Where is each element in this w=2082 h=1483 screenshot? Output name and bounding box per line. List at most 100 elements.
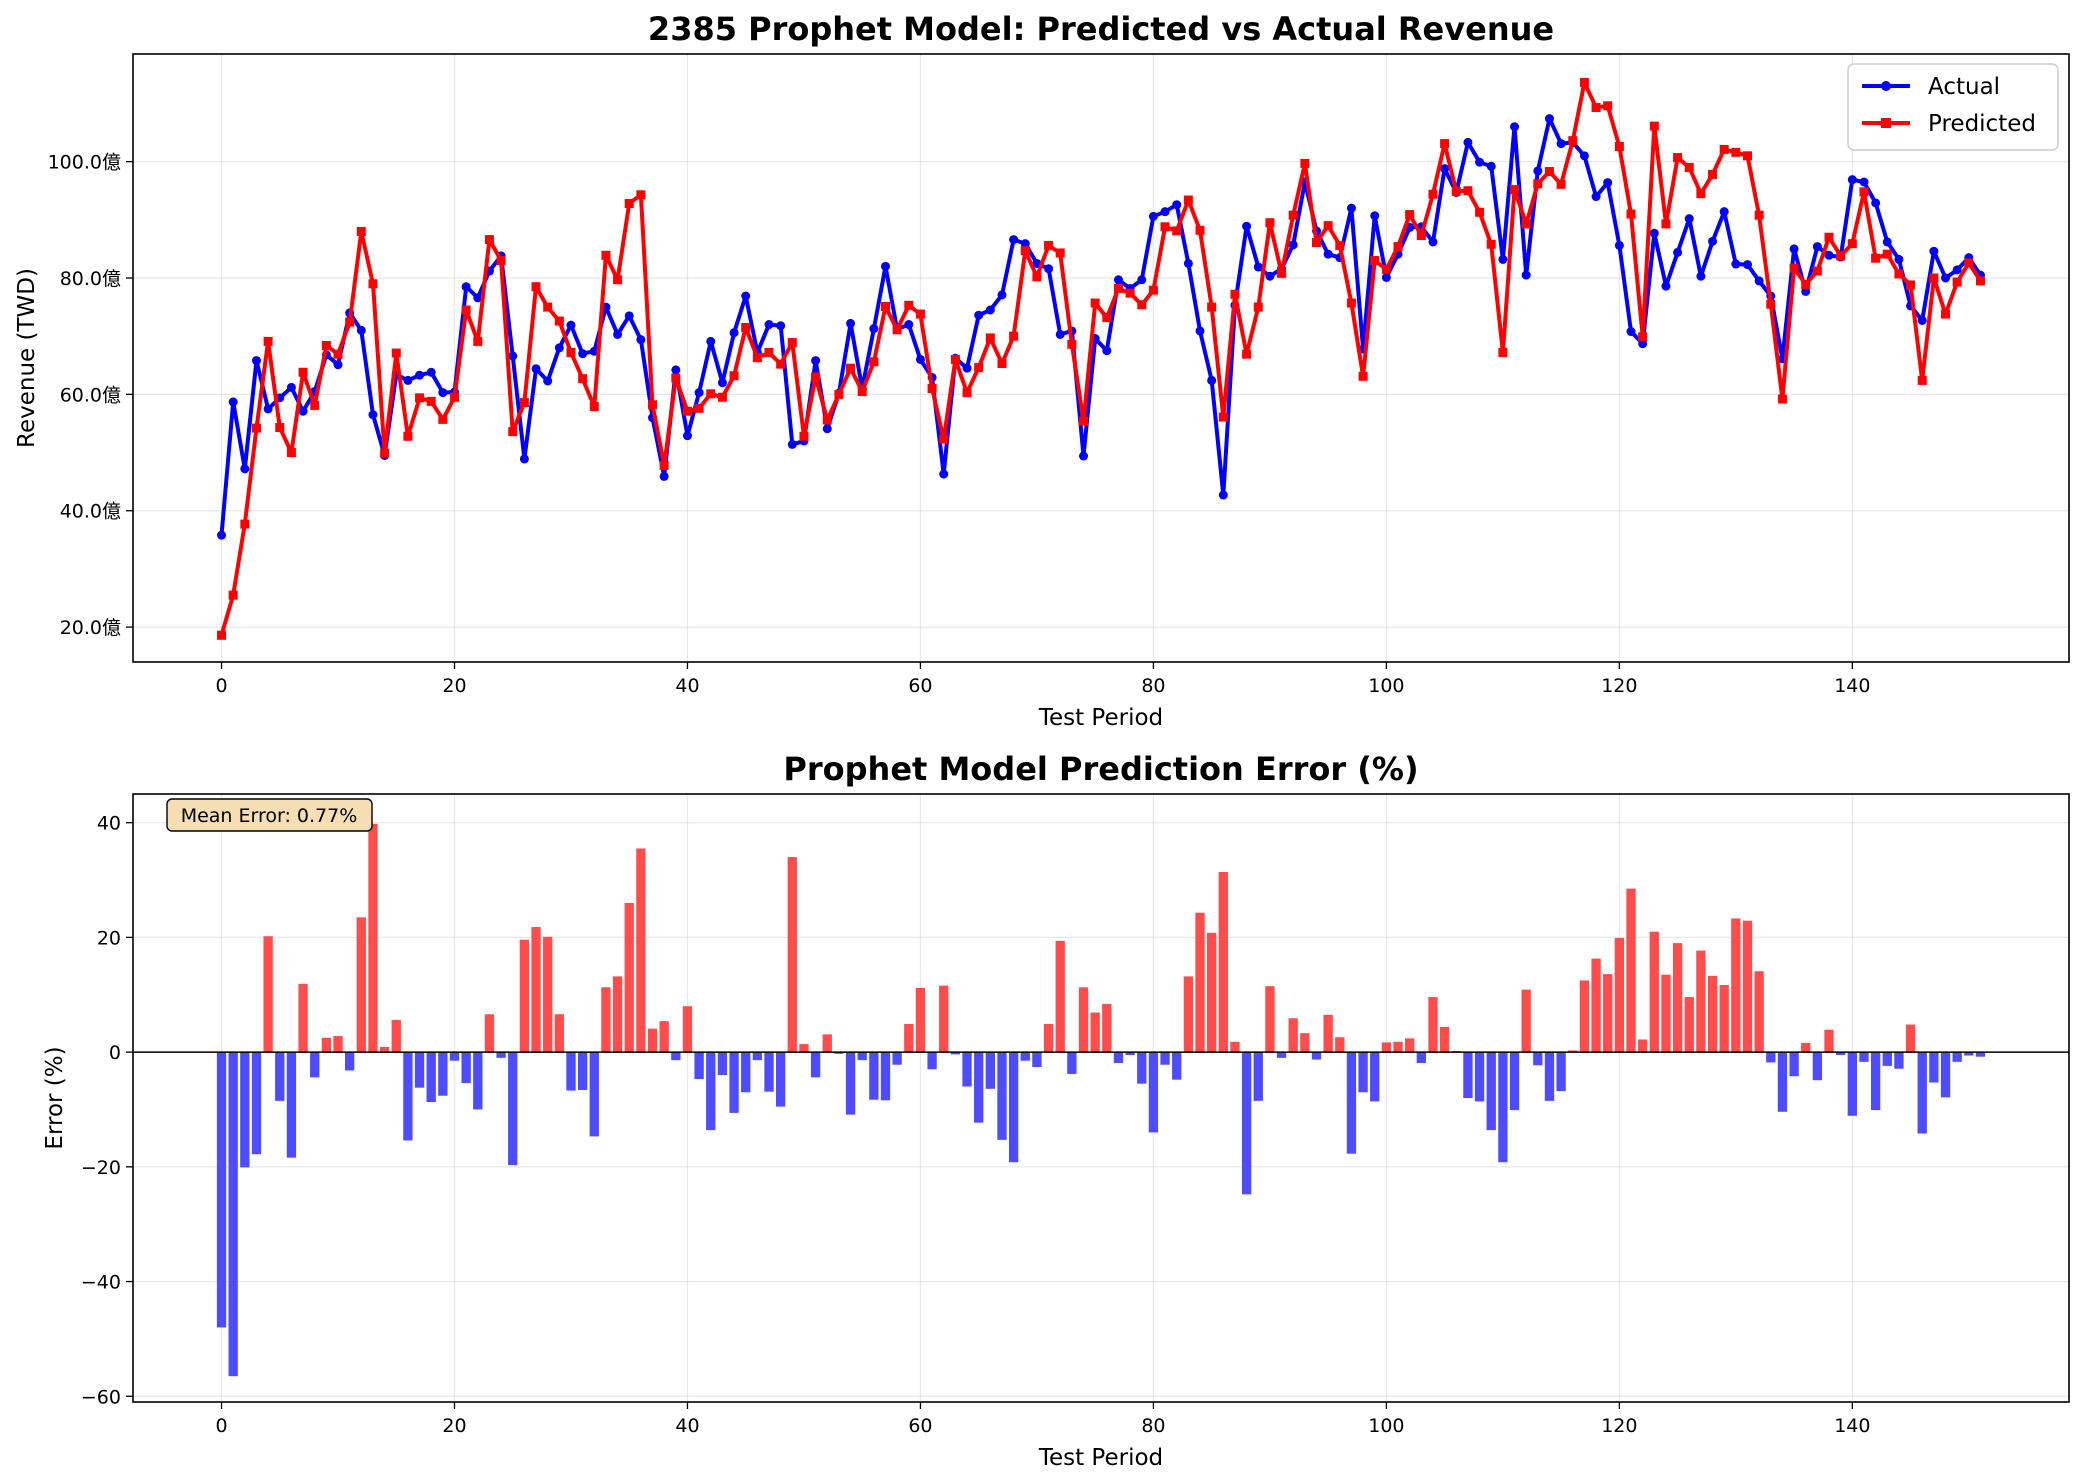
error-bar: [729, 1052, 739, 1113]
series-actual-point: [263, 404, 273, 414]
series-actual-point: [1020, 239, 1030, 249]
series-actual-point: [1440, 164, 1450, 174]
series-predicted-point: [310, 400, 320, 410]
series-predicted-point: [251, 423, 261, 433]
series-predicted-point: [1335, 240, 1345, 250]
error-bar: [1195, 912, 1205, 1053]
error-bar: [1311, 1052, 1322, 1060]
series-predicted-point: [1137, 300, 1147, 310]
series-actual-point: [368, 410, 378, 420]
error-bar: [543, 936, 553, 1053]
series-predicted-point: [1277, 268, 1287, 278]
series-predicted-point: [904, 300, 914, 310]
series-actual-point: [706, 336, 716, 346]
revenue-chart-frame: [132, 53, 2070, 663]
error-bar: [1952, 1052, 1962, 1062]
series-actual-point: [217, 530, 227, 540]
series-predicted-point: [1440, 139, 1450, 149]
series-predicted-point: [473, 336, 483, 346]
series-actual-point: [1160, 207, 1170, 217]
series-actual-point: [1824, 250, 1834, 260]
error-bar: [251, 1052, 262, 1155]
error-bar: [1358, 1052, 1368, 1093]
error-bar: [275, 1052, 285, 1101]
series-actual-point: [1649, 228, 1659, 238]
series-predicted-point: [648, 400, 658, 410]
series-predicted-point: [1952, 277, 1962, 287]
c2-y-tick-label: −60: [81, 1386, 121, 1408]
series-predicted-point: [554, 316, 564, 326]
series-predicted-point: [496, 256, 506, 266]
series-predicted-point: [729, 371, 739, 381]
error-bar: [1498, 1052, 1508, 1163]
error-bar: [880, 1052, 891, 1101]
series-actual-point: [543, 376, 553, 386]
series-predicted-point: [1311, 238, 1321, 248]
mean-error-box: [166, 798, 373, 832]
series-actual-point: [531, 364, 541, 374]
series-predicted-point: [438, 414, 448, 424]
series-actual-point: [787, 439, 797, 449]
c1-x-tick-label: 140: [1834, 675, 1870, 697]
series-predicted-point: [1370, 256, 1380, 266]
series-actual-point: [1673, 247, 1683, 257]
series-predicted-point: [1020, 246, 1030, 256]
error-bar: [1043, 1024, 1054, 1053]
error-bar: [1405, 1038, 1415, 1053]
series-predicted-point: [1032, 272, 1042, 282]
series-predicted-point: [776, 359, 786, 369]
series-actual-point: [997, 290, 1007, 300]
series-actual-point: [1498, 254, 1508, 264]
error-bar: [1370, 1052, 1380, 1102]
error-bar: [321, 1037, 332, 1053]
series-actual-point: [659, 471, 669, 481]
series-actual-point: [1521, 270, 1531, 280]
series-predicted-point: [275, 423, 285, 433]
series-predicted-point: [1603, 101, 1613, 111]
series-actual-point: [1428, 237, 1438, 247]
c1-y-tick-label: 80.0億: [60, 268, 121, 290]
series-predicted-point: [1579, 78, 1589, 88]
series-actual-point: [985, 305, 995, 315]
series-actual-point: [461, 282, 471, 292]
series-predicted-point: [1789, 263, 1799, 273]
series-predicted-point: [578, 374, 588, 384]
error-bar: [1556, 1052, 1566, 1092]
error-bar: [310, 1052, 320, 1078]
series-actual-point: [1113, 275, 1123, 285]
error-bar: [1521, 989, 1531, 1053]
series-predicted-point: [415, 393, 425, 403]
series-predicted-point: [1242, 349, 1252, 359]
error-bar: [612, 976, 623, 1053]
series-actual-point: [1381, 272, 1391, 282]
series-actual-point: [1754, 276, 1764, 286]
series-predicted-point: [962, 388, 972, 398]
c2-y-tick-label: −40: [81, 1272, 121, 1294]
error-bar: [566, 1052, 576, 1091]
error-bar: [228, 1052, 238, 1377]
error-bar: [741, 1052, 751, 1093]
error-chart-title: Prophet Model Prediction Error (%): [783, 750, 1418, 788]
revenue-chart-x-ticks: 0 20 40 60 80 100 120 140: [215, 662, 1870, 697]
error-bar: [1137, 1052, 1147, 1084]
c1-x-tick-label: 0: [215, 675, 227, 697]
series-actual-point: [1102, 346, 1112, 356]
series-actual-point: [1346, 203, 1356, 213]
error-bar: [1125, 1052, 1135, 1055]
c1-y-tick-label: 60.0億: [60, 384, 121, 406]
error-bar: [752, 1052, 763, 1061]
c1-y-tick-label: 100.0億: [48, 152, 121, 174]
error-bar: [962, 1052, 972, 1087]
series-predicted-point: [857, 386, 867, 396]
series-predicted-point: [706, 389, 716, 399]
series-predicted-point: [403, 431, 413, 441]
error-bar: [1032, 1052, 1042, 1068]
series-predicted-point: [1673, 153, 1683, 163]
error-bar: [1288, 1018, 1298, 1053]
error-bar: [974, 1052, 984, 1123]
error-bar: [1614, 937, 1625, 1053]
error-bar: [787, 857, 797, 1053]
error-bar: [216, 1052, 227, 1328]
series-predicted-point: [1906, 280, 1916, 290]
